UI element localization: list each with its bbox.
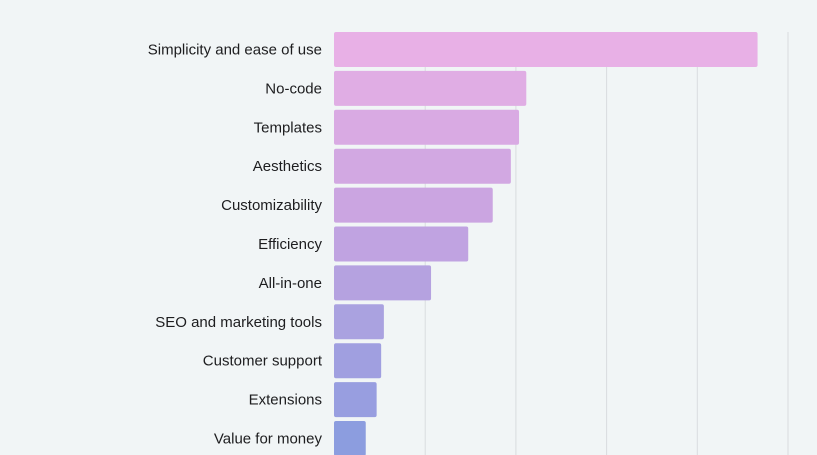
category-label: Templates xyxy=(254,119,322,136)
bar-customizability xyxy=(334,187,493,223)
category-label: Customer support xyxy=(203,353,323,370)
bar-templates xyxy=(334,109,520,145)
category-label: No-code xyxy=(265,80,322,97)
category-label: Value for money xyxy=(214,431,323,448)
category-label: Efficiency xyxy=(258,236,322,253)
category-label: Aesthetics xyxy=(253,158,322,175)
bar-seo-and-marketing-tools xyxy=(334,304,384,340)
bar-simplicity-and-ease-of-use xyxy=(334,32,758,67)
bar-customer-support xyxy=(334,343,382,379)
bar-all-in-one xyxy=(334,265,432,301)
bars xyxy=(334,32,758,455)
bar-aesthetics xyxy=(334,148,511,184)
category-labels: Simplicity and ease of use No-code Templat… xyxy=(148,42,323,448)
bar-extensions xyxy=(334,382,377,418)
bar-value-for-money xyxy=(334,421,366,455)
bar-no-code xyxy=(334,70,527,106)
category-label: Customizability xyxy=(221,197,322,214)
category-label: SEO and marketing tools xyxy=(155,314,322,331)
category-label: Simplicity and ease of use xyxy=(148,42,322,59)
bar-efficiency xyxy=(334,226,469,262)
category-label: All-in-one xyxy=(259,275,322,292)
category-label: Extensions xyxy=(249,392,322,409)
